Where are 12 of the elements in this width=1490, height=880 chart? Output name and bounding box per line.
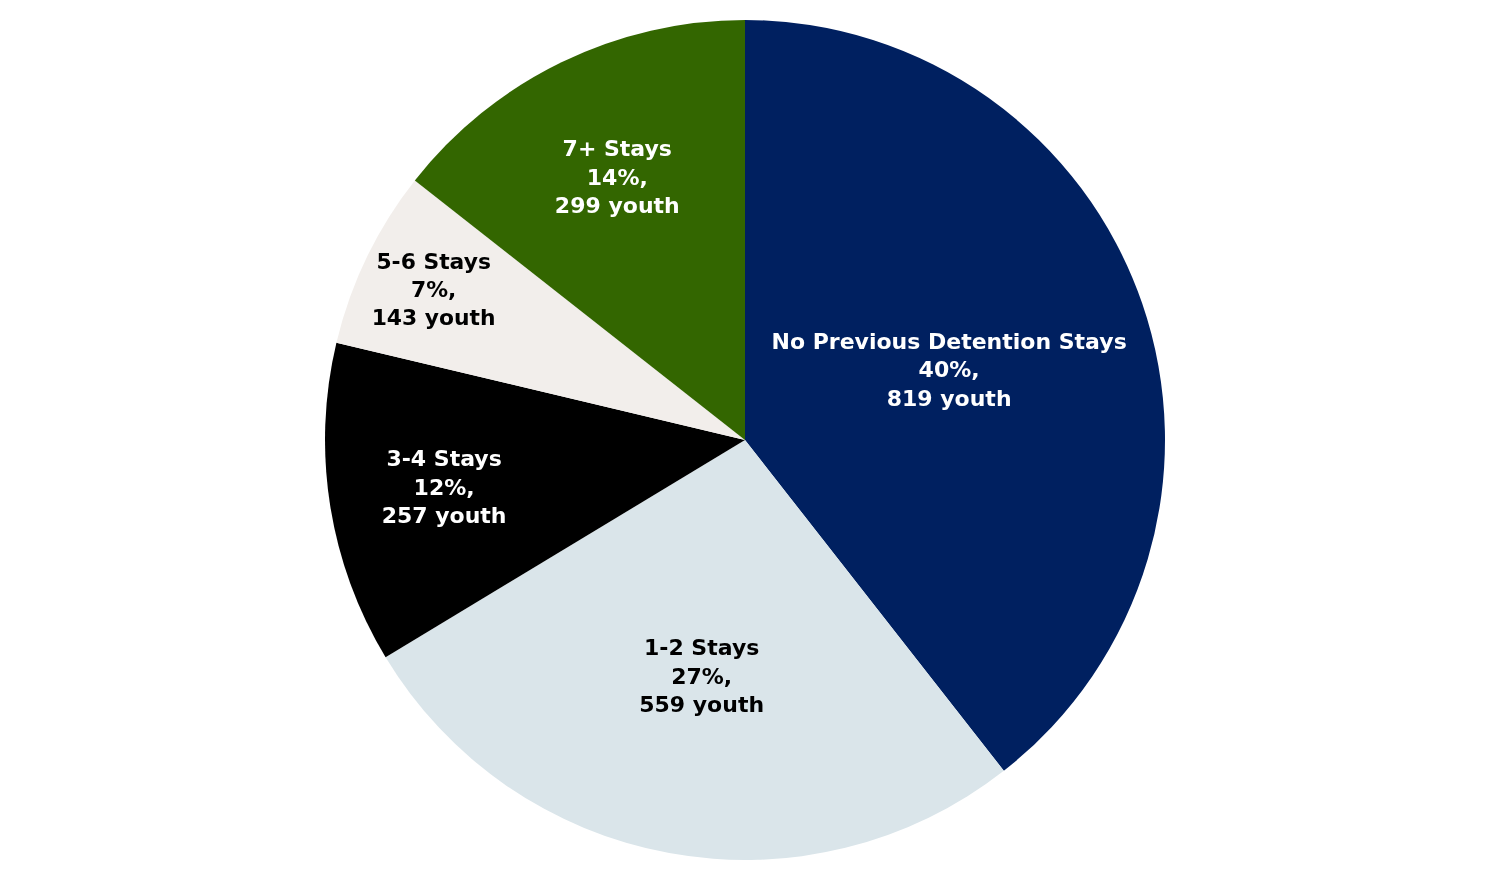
data-label: 27%, 559 youth <box>639 663 765 718</box>
slice-label: No Previous Detention Stays <box>771 328 1127 354</box>
pie-slice <box>385 440 1004 860</box>
pie-slice <box>414 20 745 440</box>
slice-label: 7+ Stays <box>562 136 672 162</box>
data-label: 7%, 143 youth <box>371 277 496 331</box>
slice-label: 1-2 Stays <box>643 635 760 661</box>
slice-label: 3-4 Stays <box>386 445 502 471</box>
data-label: 14%, 299 youth <box>554 164 680 219</box>
slice-label: 5-6 Stays <box>376 248 491 274</box>
data-label: 12%, 257 youth <box>381 474 507 529</box>
data-label: 40%, 819 youth <box>886 357 1012 411</box>
